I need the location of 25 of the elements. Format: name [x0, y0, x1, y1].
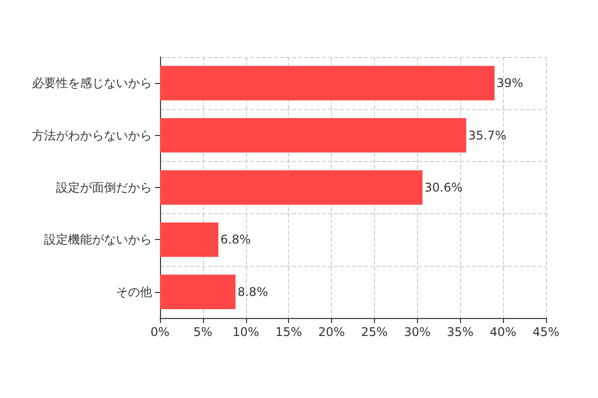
bar — [160, 170, 422, 205]
y-tick-label: 方法がわからないから — [32, 128, 152, 142]
data-label: 35.7% — [468, 128, 506, 142]
y-tick-label: その他 — [116, 284, 152, 299]
bar — [160, 222, 218, 257]
x-tick-label: 20% — [318, 325, 345, 339]
x-tick-label: 15% — [275, 325, 302, 339]
x-tick-label: 35% — [446, 325, 474, 339]
y-tick-label: 必要性を感じないから — [32, 76, 152, 90]
x-tick-label: 0% — [150, 325, 170, 339]
x-tick-label: 45% — [532, 325, 560, 339]
data-label: 30.6% — [424, 180, 463, 194]
data-label: 6.8% — [220, 232, 251, 247]
bar — [160, 274, 236, 310]
x-tick-label: 25% — [361, 325, 388, 339]
y-tick-label: 設定機能がないから — [44, 232, 152, 247]
x-tick-label: 40% — [490, 325, 516, 339]
x-tick-label: 5% — [193, 325, 212, 339]
x-tick-label: 30% — [404, 325, 431, 339]
x-tick-label: 10% — [232, 325, 260, 339]
bar — [160, 118, 466, 153]
data-label: 8.8% — [237, 284, 268, 299]
data-label: 39% — [496, 76, 524, 90]
y-tick-label: 設定が面倒だから — [56, 180, 152, 194]
bar — [160, 66, 495, 100]
